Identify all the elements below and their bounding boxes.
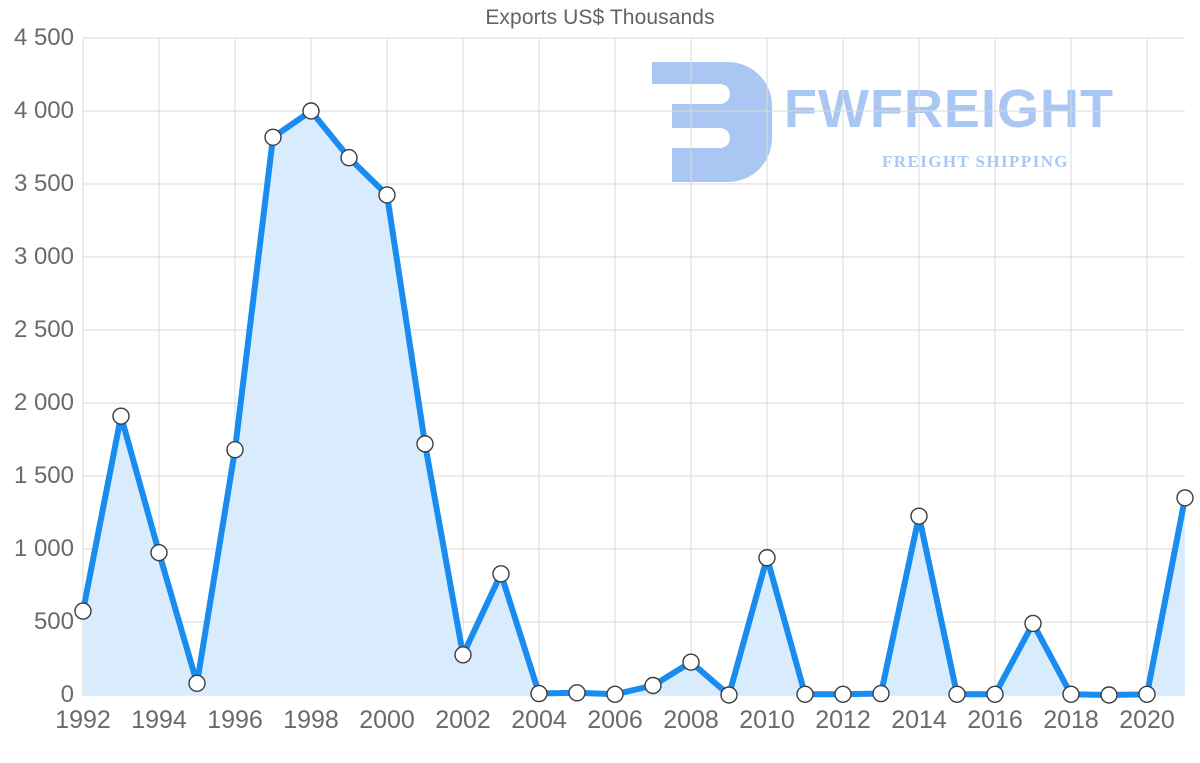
y-axis-tick-label: 0: [60, 681, 74, 708]
x-axis-tick-label: 2016: [967, 706, 1023, 734]
data-point-marker[interactable]: [872, 684, 890, 703]
data-point-marker[interactable]: [796, 685, 814, 703]
data-point-marker[interactable]: [986, 685, 1004, 703]
data-point-marker[interactable]: [378, 186, 396, 204]
data-point-marker[interactable]: [492, 565, 510, 583]
data-point-marker[interactable]: [606, 685, 624, 703]
data-point-marker[interactable]: [720, 686, 738, 704]
data-point-marker[interactable]: [454, 646, 472, 664]
data-point-marker[interactable]: [644, 676, 662, 695]
data-point-marker[interactable]: [530, 684, 548, 703]
x-axis-tick-label: 1996: [207, 706, 263, 734]
x-axis-tick-label: 2004: [511, 706, 567, 734]
y-axis: 0 500 1 000 1 500 2 000 2 500 3 000 3 500 4 000 4…: [0, 0, 74, 763]
data-point-marker[interactable]: [682, 653, 700, 671]
y-axis-tick-label: 4 500: [13, 24, 74, 51]
y-axis-tick-label: 500: [33, 608, 74, 635]
data-markers: [74, 102, 1194, 704]
data-point-marker[interactable]: [948, 685, 966, 703]
data-point-marker[interactable]: [834, 685, 852, 703]
data-point-marker[interactable]: [1176, 489, 1194, 507]
x-axis-tick-label: 2008: [663, 706, 719, 734]
data-point-marker[interactable]: [1062, 685, 1080, 703]
x-axis-tick-label: 1998: [283, 706, 339, 734]
x-axis-tick-label: 2012: [815, 706, 871, 734]
x-axis-tick-label: 2006: [587, 706, 643, 734]
x-axis-tick-label: 1992: [55, 706, 111, 734]
y-axis-tick-label: 2 000: [13, 389, 74, 416]
data-point-marker[interactable]: [150, 543, 168, 562]
y-axis-tick-label: 1 000: [13, 535, 74, 562]
data-line: [80, 108, 1188, 698]
chart-title: Exports US$ Thousands: [485, 6, 715, 29]
data-point-marker[interactable]: [910, 507, 928, 525]
y-axis-tick-label: 3 500: [13, 170, 74, 197]
data-point-marker[interactable]: [1100, 686, 1118, 704]
y-axis-tick-label: 2 500: [13, 316, 74, 343]
y-axis-tick-label: 1 500: [13, 462, 74, 489]
x-axis-tick-label: 1994: [131, 706, 187, 734]
data-point-marker[interactable]: [1138, 685, 1156, 703]
data-point-marker[interactable]: [74, 602, 92, 620]
y-axis-tick-label: 3 000: [13, 243, 74, 270]
data-point-marker[interactable]: [340, 149, 358, 167]
data-point-marker[interactable]: [568, 684, 586, 702]
area-fill: [83, 111, 1185, 695]
x-axis-tick-label: 2014: [891, 706, 947, 734]
x-axis-tick-label: 2018: [1043, 706, 1099, 734]
data-point-marker[interactable]: [1024, 614, 1042, 633]
x-axis-tick-label: 2010: [739, 706, 795, 734]
data-point-marker[interactable]: [188, 674, 206, 693]
data-point-marker[interactable]: [264, 128, 282, 146]
data-point-marker[interactable]: [112, 407, 130, 425]
data-point-marker[interactable]: [302, 102, 320, 120]
data-point-marker[interactable]: [758, 549, 776, 567]
y-axis-tick-label: 4 000: [13, 97, 74, 124]
data-point-marker[interactable]: [226, 441, 244, 459]
x-axis-tick-label: 2020: [1119, 706, 1175, 734]
x-axis-tick-label: 2000: [359, 706, 415, 734]
x-axis-tick-label: 2002: [435, 706, 491, 734]
data-point-marker[interactable]: [416, 435, 434, 453]
